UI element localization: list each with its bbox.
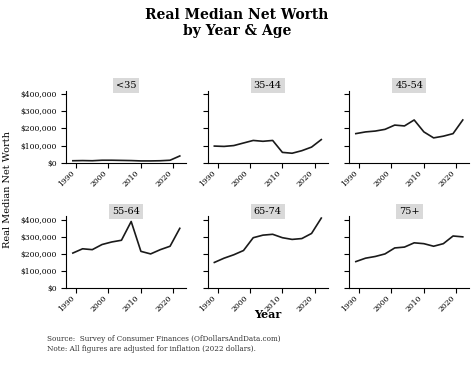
Text: Source:  Survey of Consumer Finances (OfDollarsAndData.com)
Note: All figures ar: Source: Survey of Consumer Finances (OfD… [47,335,281,352]
Title: <35: <35 [116,81,137,90]
Title: 35-44: 35-44 [254,81,282,90]
Title: 45-54: 45-54 [395,81,423,90]
Text: Real Median Net Worth: Real Median Net Worth [3,131,11,248]
Title: 75+: 75+ [399,207,419,216]
Text: Real Median Net Worth
by Year & Age: Real Median Net Worth by Year & Age [146,8,328,38]
Text: Year: Year [254,309,282,320]
Title: 65-74: 65-74 [254,207,282,216]
Title: 55-64: 55-64 [112,207,140,216]
